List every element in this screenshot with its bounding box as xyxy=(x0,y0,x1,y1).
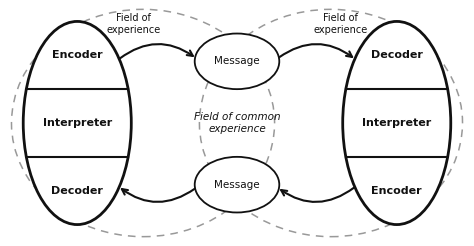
Ellipse shape xyxy=(343,21,451,225)
Text: Field of
experience: Field of experience xyxy=(313,13,367,35)
Ellipse shape xyxy=(195,33,279,89)
Text: Field of
experience: Field of experience xyxy=(107,13,161,35)
Text: Message: Message xyxy=(214,56,260,66)
Text: Encoder: Encoder xyxy=(372,186,422,196)
Text: Interpreter: Interpreter xyxy=(43,118,112,128)
Text: Decoder: Decoder xyxy=(371,50,423,60)
Text: Decoder: Decoder xyxy=(51,186,103,196)
Ellipse shape xyxy=(195,157,279,213)
Text: Message: Message xyxy=(214,180,260,190)
Text: Encoder: Encoder xyxy=(52,50,102,60)
Text: Interpreter: Interpreter xyxy=(362,118,431,128)
Ellipse shape xyxy=(23,21,131,225)
Text: Field of common
experience: Field of common experience xyxy=(194,112,280,134)
